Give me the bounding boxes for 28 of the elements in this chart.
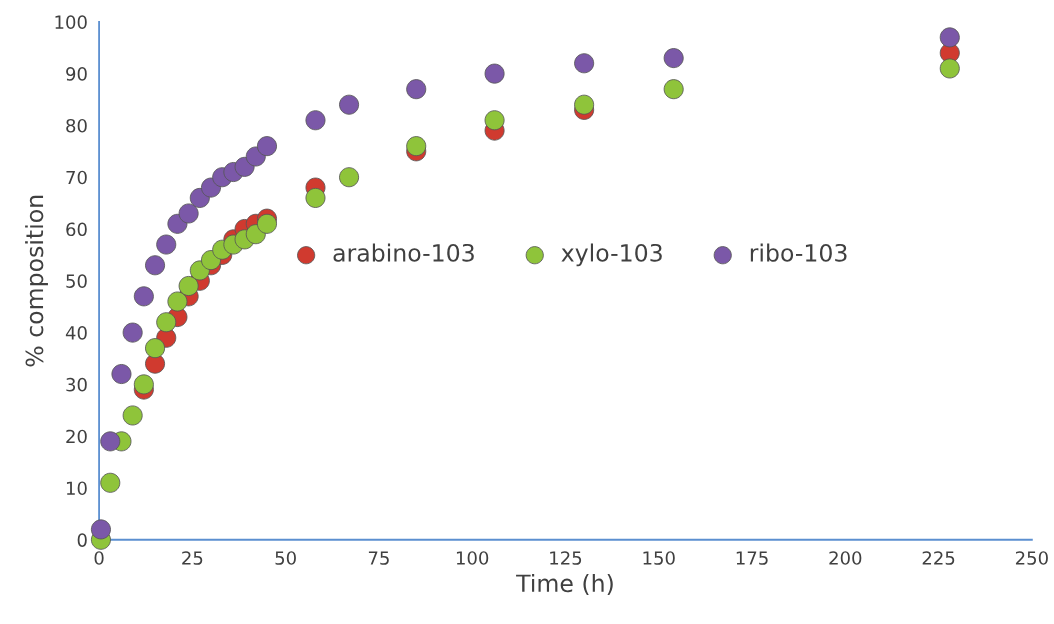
x-tick-label: 250 <box>1015 551 1048 565</box>
legend-label: ribo-103 <box>750 243 847 262</box>
y-tick-label: 40 <box>65 326 87 340</box>
x-tick-label: 50 <box>275 551 296 565</box>
legend-label: xylo-103 <box>561 243 662 267</box>
x-tick-label: 0 <box>94 551 104 565</box>
x-tick-label: 125 <box>550 551 582 565</box>
point <box>305 110 326 131</box>
y-tick-label: 0 <box>77 533 87 547</box>
x-axis-title: Time (h) <box>516 573 613 595</box>
x-tick-label: 200 <box>829 551 862 565</box>
y-tick-label: 90 <box>66 67 87 81</box>
y-axis-title: % composition <box>25 195 48 367</box>
y-tick-label: 30 <box>66 377 87 392</box>
x-tick-label: 25 <box>182 551 203 565</box>
x-tick-label: 175 <box>736 551 768 565</box>
x-tick-label: 150 <box>643 551 675 565</box>
y-tick-label: 10 <box>66 481 87 496</box>
x-tick-label: 75 <box>368 551 389 565</box>
x-tick-label: 100 <box>456 551 489 565</box>
y-tick-label: 100 <box>55 15 87 29</box>
y-tick-label: 60 <box>66 222 87 237</box>
x-tick-label: 225 <box>922 551 955 565</box>
y-tick-label: 50 <box>66 274 87 288</box>
y-tick-label: 20 <box>66 429 87 444</box>
y-tick-label: 70 <box>66 170 87 185</box>
legend-label: arabino-103 <box>333 243 474 262</box>
y-tick-label: 80 <box>66 118 87 133</box>
